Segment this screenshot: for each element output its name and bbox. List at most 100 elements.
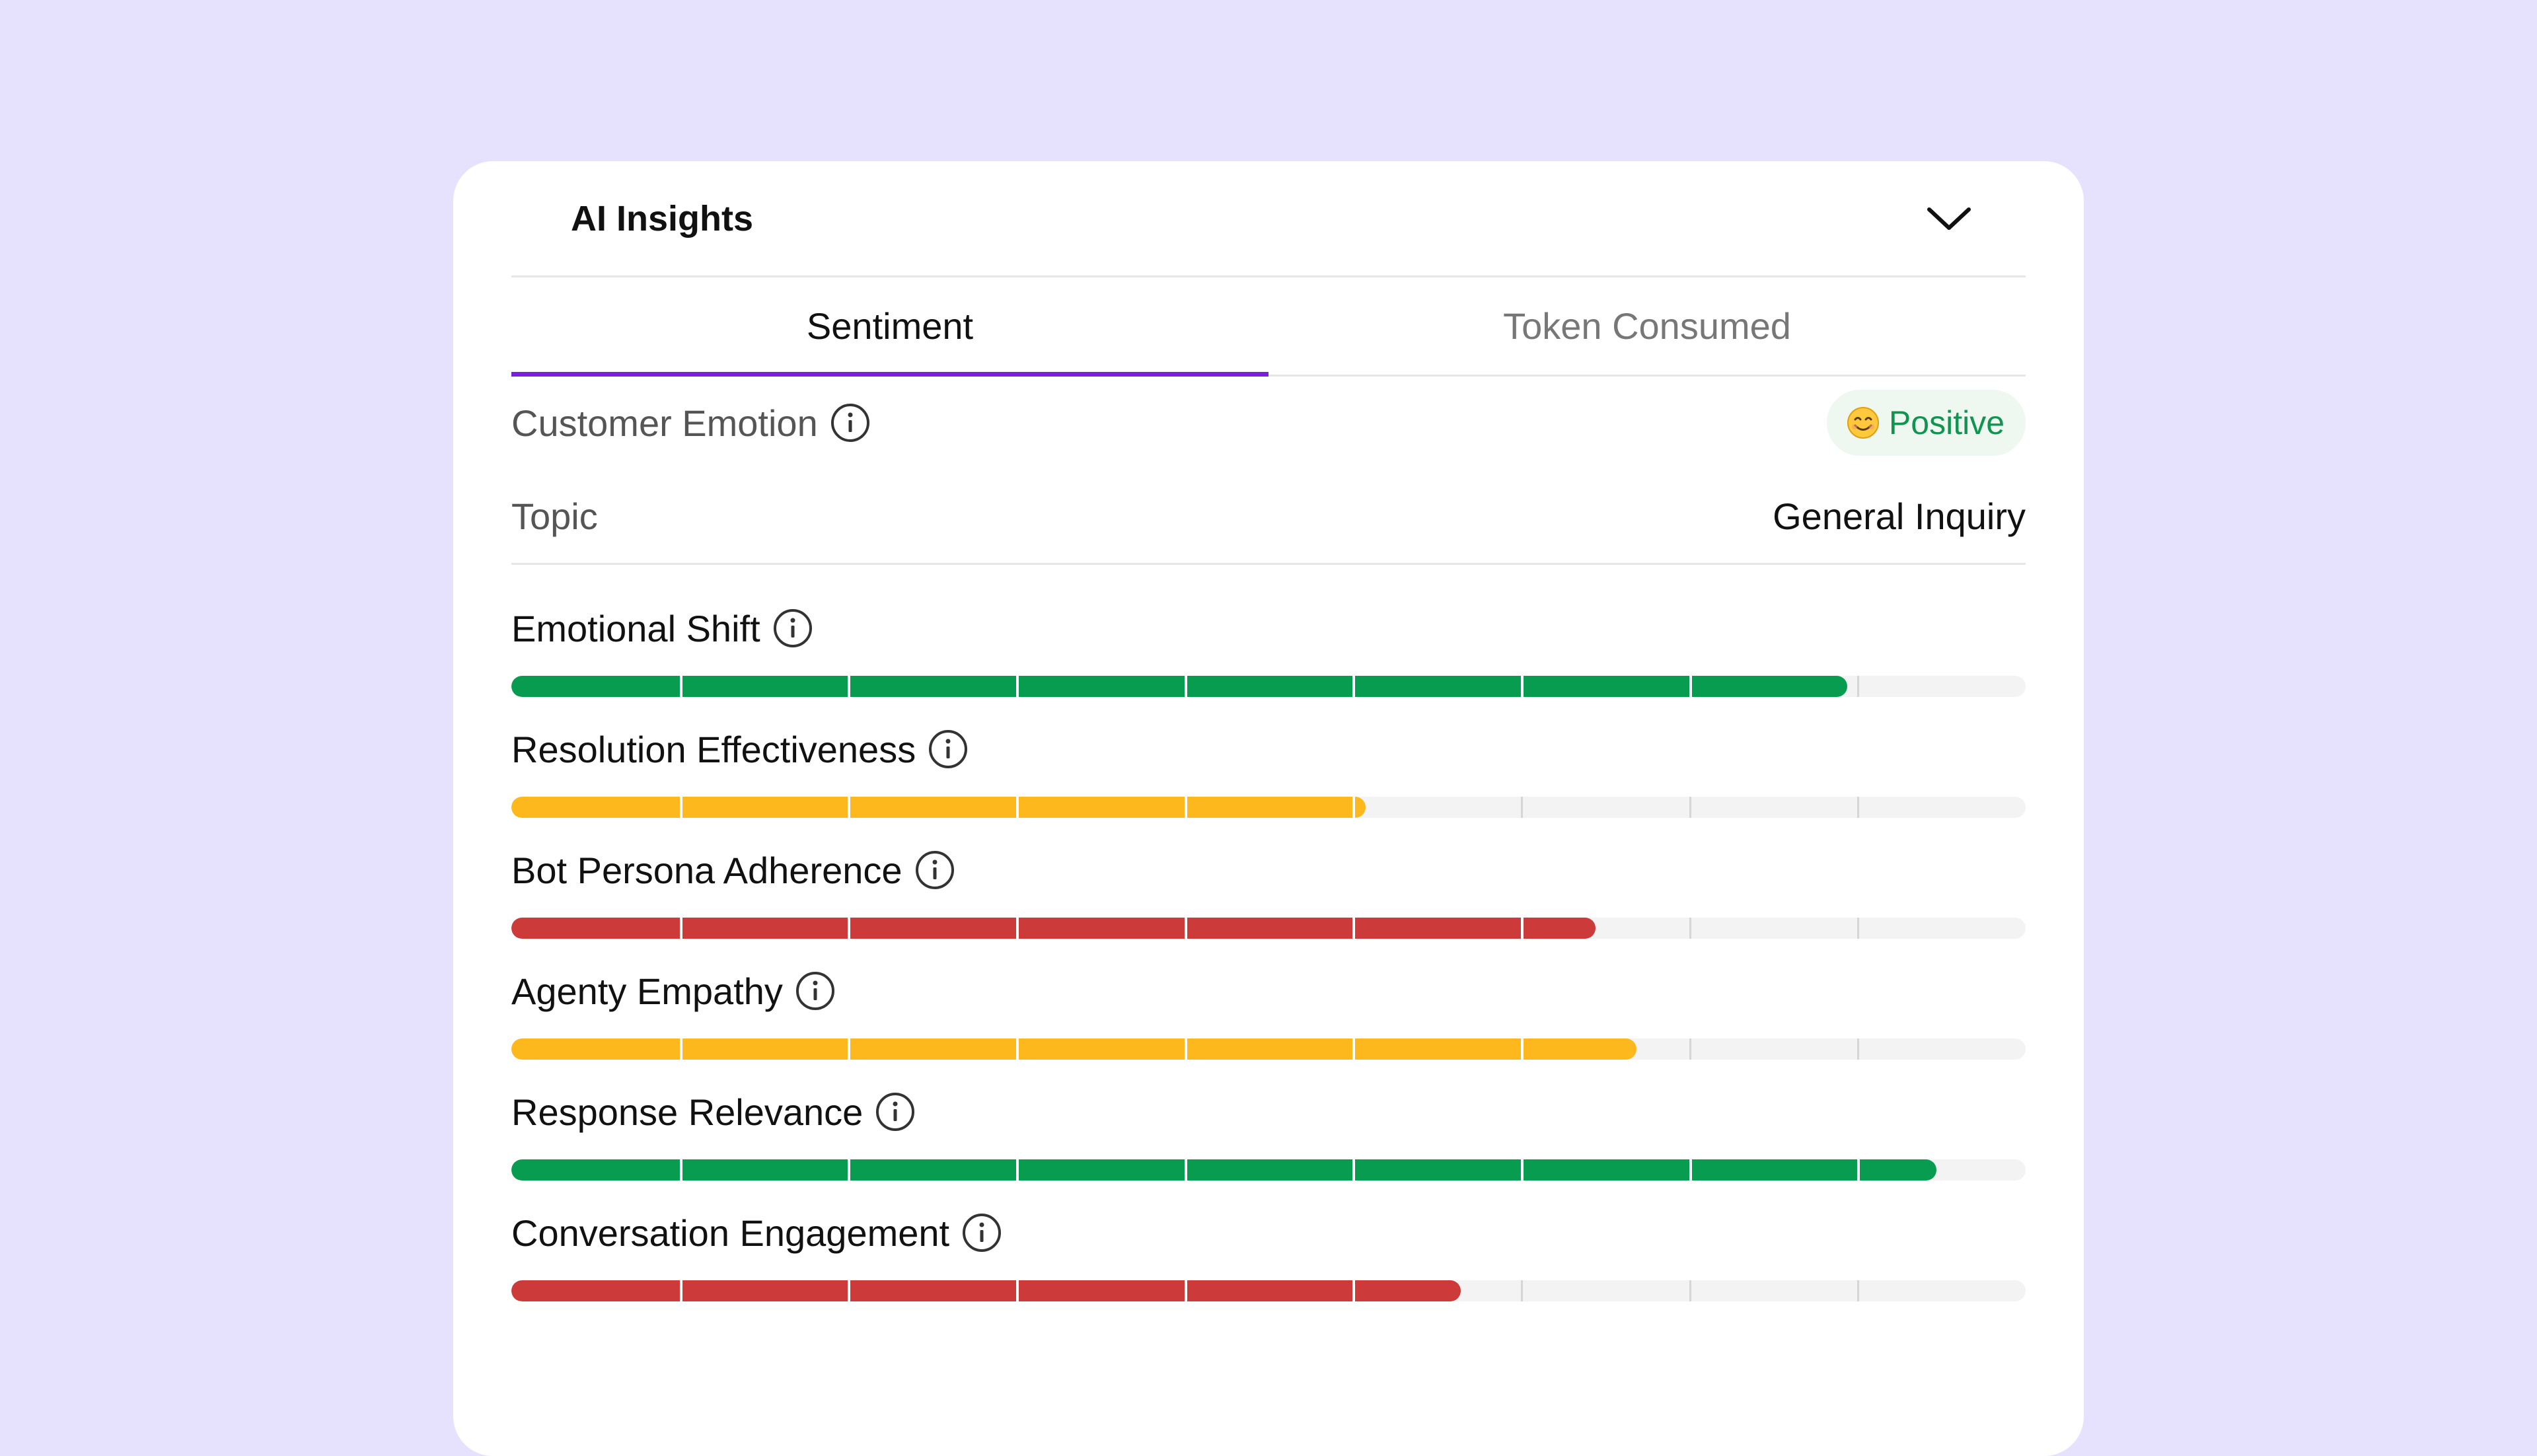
metric-bar-divider [1689, 1159, 1692, 1181]
metric-label-group: Agenty Empathy [511, 961, 2026, 1021]
metric-bar-divider [1521, 918, 1524, 939]
info-icon[interactable] [830, 402, 871, 443]
metric-bar-divider [1184, 676, 1187, 697]
metric-bar-track [511, 918, 2026, 939]
info-icon[interactable] [875, 1091, 916, 1132]
metric-bar-divider [1184, 1038, 1187, 1060]
metric-label: Response Relevance [511, 1091, 864, 1133]
metric-bar-divider [1521, 797, 1523, 818]
metric-bar-divider [1184, 1159, 1187, 1181]
metric-bar-divider [1689, 1038, 1691, 1060]
chevron-down-icon[interactable] [1925, 203, 1973, 235]
metric-bar-divider [1689, 797, 1691, 818]
card-title: AI Insights [571, 198, 754, 238]
metric-bar-divider [848, 1159, 851, 1181]
customer-emotion-row: Customer Emotion Positive [511, 377, 2026, 469]
topic-value: General Inquiry [1773, 495, 2026, 537]
card-header[interactable]: AI Insights [511, 161, 2026, 277]
metric-bar-divider [1016, 797, 1019, 818]
metric-bar-divider [1521, 1159, 1524, 1181]
metric-bar-divider [1857, 918, 1860, 939]
metric-bar-divider [1521, 676, 1524, 697]
topic-row: Topic General Inquiry [511, 469, 2026, 565]
tab-bar: Sentiment Token Consumed [511, 277, 2026, 377]
metric-bar-divider [1016, 1280, 1019, 1301]
metric-bar-divider [1689, 1280, 1691, 1301]
metrics-list: Emotional Shift Resolution Effectiveness B… [511, 565, 2026, 1323]
metric-bar-divider [1184, 797, 1187, 818]
metric-bar-fill [511, 797, 1366, 818]
info-icon[interactable] [795, 970, 836, 1011]
metric-bar-track [511, 797, 2026, 818]
tab-token-consumed-label: Token Consumed [1503, 305, 1791, 347]
topic-label: Topic [511, 495, 598, 537]
info-icon[interactable] [961, 1212, 1002, 1253]
info-icon[interactable] [772, 608, 813, 649]
metric-bar-track [511, 676, 2026, 697]
metric-bar-divider [1521, 1038, 1524, 1060]
emotion-status-text: Positive [1888, 404, 2004, 441]
metric-bar-divider [679, 1159, 682, 1181]
metric-bar-divider [1352, 1038, 1356, 1060]
metric-bar-divider [679, 676, 682, 697]
metric-resolution-effectiveness: Resolution Effectiveness [511, 719, 2026, 840]
metric-label-group: Emotional Shift [511, 598, 2026, 659]
metric-label-group: Conversation Engagement [511, 1202, 2026, 1263]
metric-bar-divider [848, 1280, 851, 1301]
smiling-face-icon [1847, 407, 1879, 439]
metric-bar-divider [1521, 1280, 1523, 1301]
metric-response-relevance: Response Relevance [511, 1081, 2026, 1202]
metric-bar-track [511, 1038, 2026, 1060]
metric-bar-divider [679, 1038, 682, 1060]
metric-conversation-engagement: Conversation Engagement [511, 1202, 2026, 1323]
metric-label: Resolution Effectiveness [511, 728, 916, 770]
metric-bar-divider [679, 1280, 682, 1301]
metric-bar-divider [1016, 1159, 1019, 1181]
metric-emotional-shift: Emotional Shift [511, 598, 2026, 719]
metric-label-group: Bot Persona Adherence [511, 840, 2026, 900]
metric-bar-divider [1857, 1280, 1860, 1301]
metric-bar-divider [1857, 1038, 1860, 1060]
ai-insights-card: AI Insights Sentiment Token Consumed Cus… [453, 161, 2084, 1456]
metric-bar-divider [1857, 797, 1860, 818]
metric-bar-divider [1689, 676, 1692, 697]
metric-bar-divider [1689, 918, 1691, 939]
metric-bar-divider [848, 676, 851, 697]
emotion-status-badge: Positive [1826, 390, 2026, 456]
metric-bar-divider [1184, 918, 1187, 939]
tab-sentiment-label: Sentiment [806, 305, 974, 347]
metric-bar-divider [1857, 676, 1860, 697]
customer-emotion-label-group: Customer Emotion [511, 402, 871, 445]
info-icon[interactable] [914, 850, 955, 891]
metric-bar-divider [1352, 918, 1356, 939]
metric-bar-divider [1016, 676, 1019, 697]
metric-label: Conversation Engagement [511, 1212, 950, 1254]
tab-sentiment[interactable]: Sentiment [511, 277, 1268, 377]
info-icon[interactable] [928, 729, 969, 770]
metric-label: Bot Persona Adherence [511, 849, 902, 891]
metric-bar-divider [1857, 1159, 1860, 1181]
metric-bar-divider [679, 918, 682, 939]
metric-bar-fill [511, 676, 1847, 697]
metric-label-group: Response Relevance [511, 1081, 2026, 1142]
metric-label-group: Resolution Effectiveness [511, 719, 2026, 780]
metric-bar-fill [511, 1038, 1636, 1060]
metric-bar-fill [511, 1280, 1461, 1301]
metric-bar-divider [1352, 797, 1356, 818]
metric-bar-divider [1352, 1159, 1356, 1181]
metric-bar-divider [848, 797, 851, 818]
metric-bot-persona-adherence: Bot Persona Adherence [511, 840, 2026, 961]
metric-bar-divider [1352, 1280, 1356, 1301]
metric-bar-divider [1352, 676, 1356, 697]
metric-label: Emotional Shift [511, 607, 760, 649]
metric-bar-divider [679, 797, 682, 818]
metric-bar-divider [848, 918, 851, 939]
metric-agenty-empathy: Agenty Empathy [511, 961, 2026, 1081]
metric-label: Agenty Empathy [511, 970, 783, 1012]
tab-token-consumed[interactable]: Token Consumed [1268, 277, 2026, 375]
metric-bar-fill [511, 1159, 1936, 1181]
customer-emotion-label: Customer Emotion [511, 402, 818, 444]
metric-bar-fill [511, 918, 1596, 939]
metric-bar-divider [1016, 1038, 1019, 1060]
metric-bar-divider [1184, 1280, 1187, 1301]
